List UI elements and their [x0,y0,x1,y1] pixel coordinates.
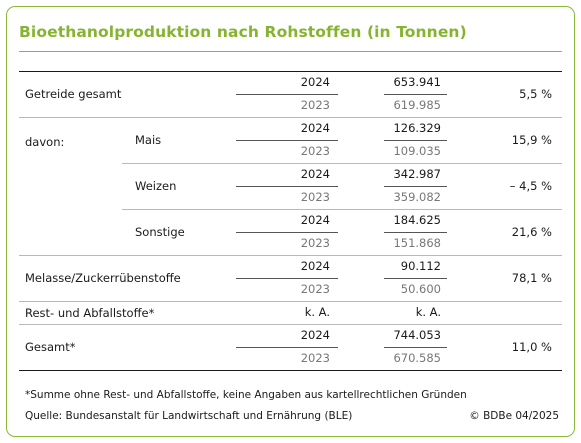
year-divider [236,278,338,279]
subgroup-divider [122,209,562,210]
year-divider [236,140,338,141]
value-cell: 359.082 [393,190,441,204]
value-cell: 50.600 [400,282,441,296]
source-note: Quelle: Bundesanstalt für Landwirtschaft… [25,410,353,422]
year-cell: 2023 [300,236,330,250]
footnote: *Summe ohne Rest- und Abfallstoffe, kein… [25,389,467,401]
value-cell: 184.625 [393,213,441,227]
table-top-rule [19,71,562,72]
chart-title: Bioethanolproduktion nach Rohstoffen (in… [19,23,467,41]
row-divider [19,255,562,256]
copyright-note: © BDBe 04/2025 [469,410,559,422]
value-cell: 744.053 [393,328,441,342]
year-cell: 2024 [300,213,330,227]
value-cell: 126.329 [393,121,441,135]
value-cell: 619.985 [393,98,441,112]
row-label: Sonstige [135,225,185,239]
year-cell: 2023 [300,144,330,158]
title-divider [19,51,562,52]
value-divider [384,94,447,95]
row-divider [19,301,562,302]
row-label: Mais [135,133,162,147]
value-divider [384,186,447,187]
year-cell: 2023 [300,190,330,204]
year-divider [236,232,338,233]
value-divider [384,278,447,279]
table-bottom-rule [19,370,562,371]
row-divider [19,117,562,118]
value-divider [384,140,447,141]
table-frame [6,6,575,437]
change-cell: 78,1 % [511,271,552,285]
value-cell: 670.585 [393,351,441,365]
year-cell: 2023 [300,282,330,296]
group-label: davon: [25,135,65,149]
value-cell: 109.035 [393,144,441,158]
value-cell: k. A. [415,305,441,319]
change-cell: – 4,5 % [509,179,552,193]
value-cell: 151.868 [393,236,441,250]
row-label: Gesamt* [25,340,76,354]
year-cell: 2024 [300,259,330,273]
row-label: Rest- und Abfallstoffe* [25,305,155,320]
year-cell: 2024 [300,167,330,181]
change-cell: 11,0 % [511,340,552,354]
row-divider [19,324,562,325]
row-label: Weizen [135,179,177,193]
value-cell: 342.987 [393,167,441,181]
value-cell: 90.112 [400,259,441,273]
change-cell: 15,9 % [511,133,552,147]
subgroup-divider [122,163,562,164]
year-cell: 2024 [300,121,330,135]
row-label: Getreide gesamt [25,87,122,101]
year-cell: 2024 [300,75,330,89]
row-label: Melasse/Zuckerrübenstoffe [25,271,181,285]
year-divider [236,186,338,187]
value-divider [384,232,447,233]
year-cell: 2024 [300,328,330,342]
year-divider [236,347,338,348]
year-cell: 2023 [300,351,330,365]
change-cell: 5,5 % [519,87,552,101]
year-cell: 2023 [300,98,330,112]
year-cell: k. A. [304,305,330,319]
change-cell: 21,6 % [511,225,552,239]
value-divider [384,347,447,348]
value-cell: 653.941 [393,75,441,89]
year-divider [236,94,338,95]
